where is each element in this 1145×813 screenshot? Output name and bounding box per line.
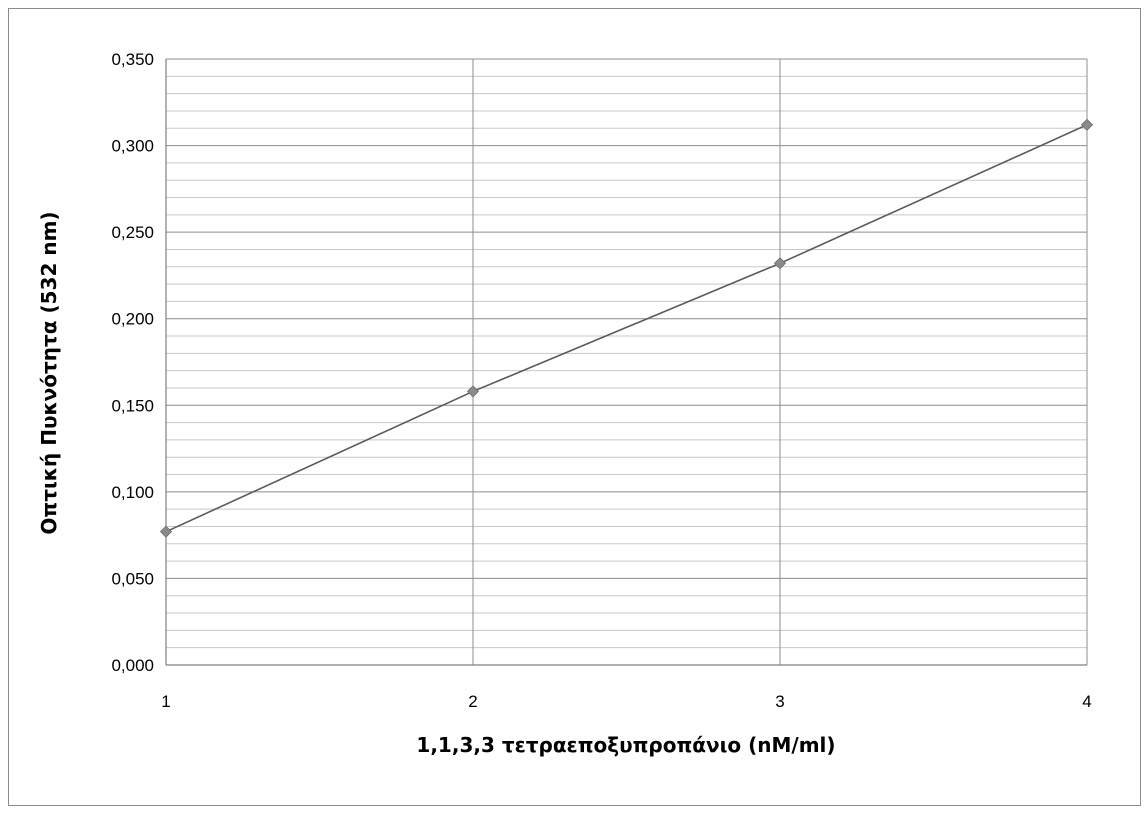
y-tick-label: 0,100: [111, 483, 154, 502]
y-axis-title: Οπτική Πυκνότητα (532 nm): [37, 211, 61, 534]
data-point: [466, 385, 480, 398]
y-tick-label: 0,250: [111, 223, 154, 242]
y-tick-label: 0,050: [111, 569, 154, 588]
x-tick-labels: 1 2 3 4: [161, 692, 1091, 711]
series-line: [165, 124, 1088, 533]
y-tick-label: 0,350: [111, 50, 154, 69]
y-tick-labels: 0,000 0,050 0,100 0,150 0,200 0,250 0,300 0,350: [111, 50, 154, 675]
data-point: [773, 257, 787, 270]
chart-frame: [8, 8, 1141, 806]
x-tick-label: 2: [468, 692, 477, 711]
x-axis-title: 1,1,3,3 τετραεποξυπροπάνιο (nM/ml): [416, 733, 835, 757]
major-gridlines: [166, 58, 1088, 665]
data-point: [159, 525, 173, 538]
y-tick-label: 0,200: [111, 310, 154, 329]
y-tick-label: 0,150: [111, 396, 154, 415]
x-tick-label: 3: [775, 692, 784, 711]
data-point: [1080, 118, 1094, 131]
y-tick-label: 0,300: [111, 137, 154, 156]
series-layer: [159, 118, 1094, 538]
axes: [165, 59, 1087, 666]
x-tick-label: 1: [161, 692, 170, 711]
y-tick-label: 0,000: [111, 656, 154, 675]
minor-gridlines: [166, 75, 1087, 649]
x-tick-label: 4: [1082, 692, 1091, 711]
